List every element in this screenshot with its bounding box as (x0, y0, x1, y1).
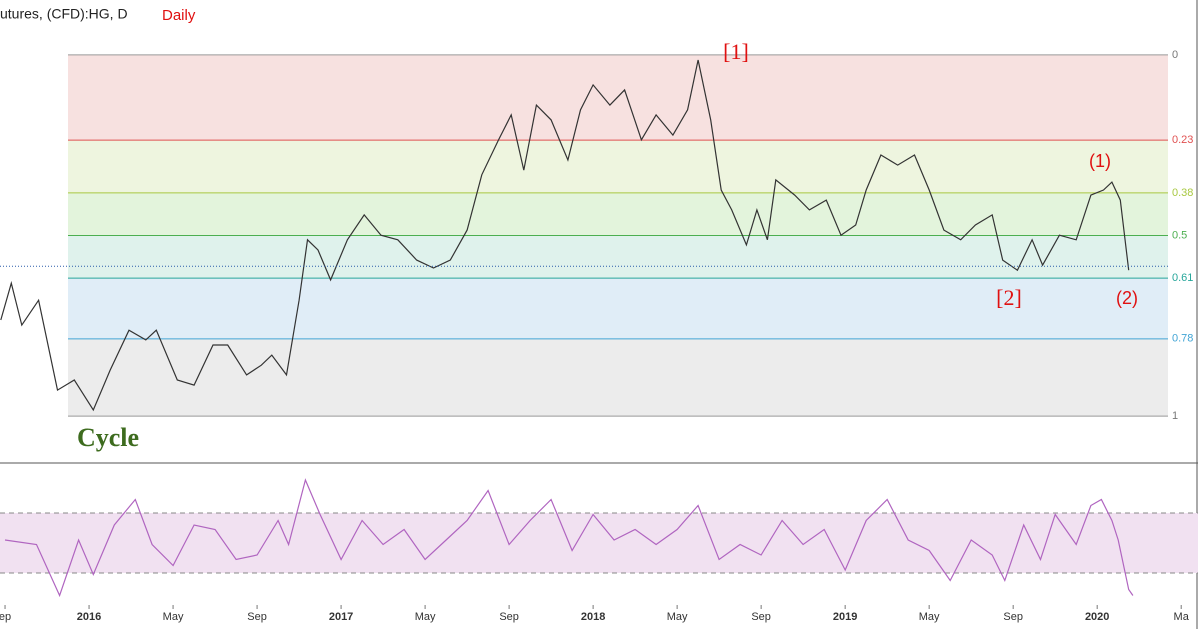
fib-band (68, 140, 1168, 193)
x-tick-label: Sep (499, 611, 519, 623)
annotation: [1] (723, 39, 749, 64)
fib-band (68, 278, 1168, 339)
x-tick-label: Ma (1174, 611, 1190, 623)
x-tick-label: ep (0, 611, 11, 623)
chart-subtitle: Daily (162, 7, 196, 24)
x-tick-label: May (163, 611, 184, 623)
annotation: [2] (996, 285, 1022, 310)
annotation: (2) (1116, 288, 1138, 308)
chart-title: utures, (CFD):HG, D (0, 6, 128, 22)
x-tick-label: 2018 (581, 611, 605, 623)
price-line (0, 59, 1130, 412)
y-tick-label: 0 (1172, 49, 1178, 61)
x-tick-label: May (919, 611, 940, 623)
y-tick-label: 0.38 (1172, 187, 1193, 199)
fib-band (68, 235, 1168, 279)
x-tick-label: May (415, 611, 436, 623)
y-tick-label: 0.78 (1172, 333, 1193, 345)
x-tick-label: 2019 (833, 611, 857, 623)
oscillator-band (0, 513, 1198, 573)
annotation: Cycle (77, 423, 139, 452)
fib-band (68, 192, 1168, 236)
y-tick-label: 1 (1172, 410, 1178, 422)
x-tick-label: Sep (1003, 611, 1023, 623)
x-tick-label: 2016 (77, 611, 101, 623)
y-tick-label: 0.23 (1172, 134, 1193, 146)
annotation: (1) (1089, 151, 1111, 171)
y-tick-label: 0.61 (1172, 272, 1193, 284)
x-tick-label: Sep (247, 611, 267, 623)
fib-band (68, 338, 1168, 417)
x-tick-label: Sep (751, 611, 771, 623)
x-tick-label: 2017 (329, 611, 353, 623)
oscillator-line (4, 478, 1134, 598)
x-tick-label: May (667, 611, 688, 623)
y-tick-label: 0.5 (1172, 229, 1187, 241)
x-tick-label: 2020 (1085, 611, 1109, 623)
